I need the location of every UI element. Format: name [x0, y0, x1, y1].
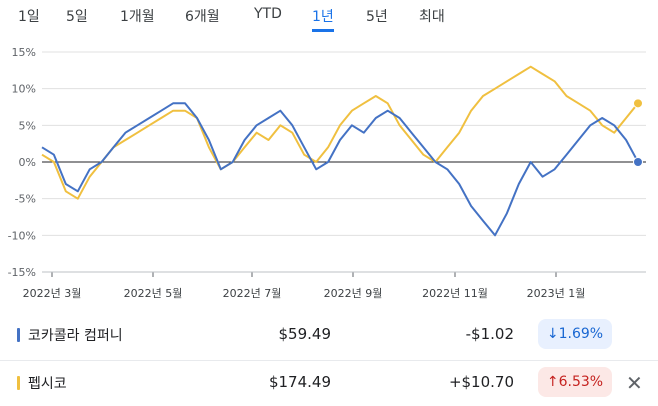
series-change: +$10.70 — [448, 373, 514, 391]
tab-6m[interactable]: 6개월 — [185, 9, 220, 25]
close-icon[interactable]: ✕ — [626, 371, 643, 395]
series-name: 코카콜라 컴퍼니 — [28, 328, 123, 344]
x-tick-label: 2022년 5월 — [124, 287, 183, 300]
series-name: 펩시코 — [28, 376, 67, 392]
series-swatch — [17, 328, 20, 342]
x-tick-label: 2022년 3월 — [23, 287, 82, 300]
x-tick-label: 2022년 9월 — [324, 287, 383, 300]
series-swatch — [17, 376, 20, 390]
y-tick-label: 15% — [12, 46, 36, 59]
series-endpoint-cocacola — [633, 157, 643, 167]
y-tick-label: 10% — [12, 83, 36, 96]
tab-1y[interactable]: 1년 — [312, 4, 334, 32]
tab-1m[interactable]: 1개월 — [120, 9, 155, 25]
y-tick-label: -10% — [8, 229, 36, 242]
x-tick-label: 2022년 11월 — [422, 287, 488, 300]
y-tick-label: -15% — [8, 266, 36, 279]
price-comparison-chart: 15% 10% 5% 0% -5% -10% -15% 2022년 3월 2022년 5월 202… — [8, 46, 646, 300]
series-change-pct-badge: ↓1.69% — [538, 319, 612, 349]
series-change-pct-badge: ↑6.53% — [538, 367, 612, 397]
tab-ytd[interactable]: YTD — [254, 6, 282, 22]
legend-row-cocacola[interactable]: 코카콜라 컴퍼니 $59.49 -$1.02 ↓1.69% — [0, 313, 658, 357]
range-tabs: 1일 5일 1개월 6개월 YTD 1년 5년 최대 — [0, 0, 658, 34]
x-tick-label: 2022년 7월 — [223, 287, 282, 300]
x-tick-label: 2023년 1월 — [527, 287, 586, 300]
tab-max[interactable]: 최대 — [419, 9, 445, 25]
y-tick-label: 0% — [19, 156, 36, 169]
series-endpoint-pepsico — [633, 98, 643, 109]
tab-5y[interactable]: 5년 — [366, 9, 388, 25]
series-line-pepsico — [41, 65, 639, 200]
series-price: $59.49 — [278, 325, 332, 343]
tab-5d[interactable]: 5일 — [66, 9, 88, 25]
series-line-cocacola — [41, 102, 639, 237]
series-price: $174.49 — [268, 373, 331, 391]
y-tick-label: -5% — [15, 193, 36, 206]
series-change: -$1.02 — [465, 325, 514, 343]
legend-row-pepsico[interactable]: 펩시코 $174.49 +$10.70 ↑6.53% ✕ — [0, 360, 658, 405]
tab-1d[interactable]: 1일 — [18, 9, 40, 25]
y-tick-label: 5% — [19, 119, 36, 132]
